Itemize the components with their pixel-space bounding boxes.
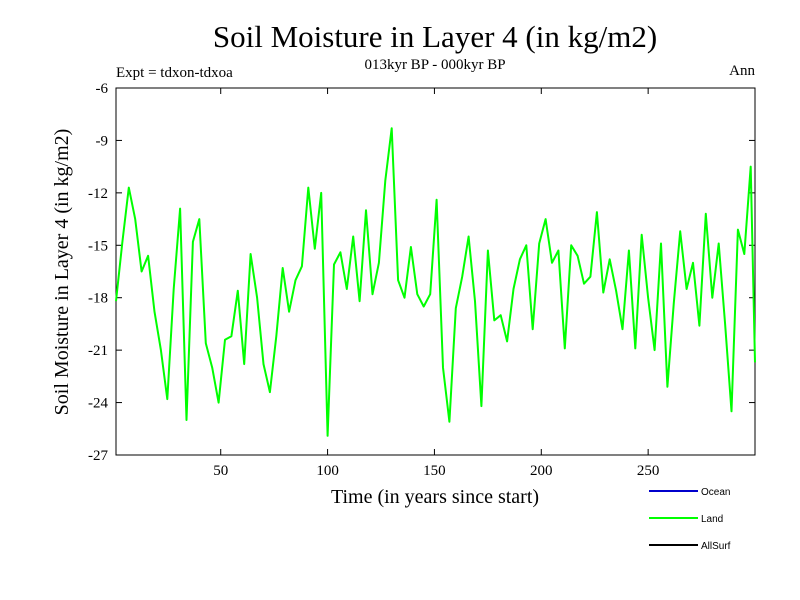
series-lines	[115, 127, 756, 437]
series-line-land	[115, 127, 756, 437]
legend: Ocean Land AllSurf	[649, 487, 731, 552]
y-tick-label: -9	[96, 133, 109, 149]
y-tick-label: -12	[88, 186, 108, 202]
legend-label-ocean: Ocean	[701, 487, 730, 498]
y-tick-label: -27	[88, 448, 108, 464]
y-tick-label: -6	[96, 81, 109, 97]
x-tick-label: 200	[530, 463, 553, 479]
x-tick-label: 100	[316, 463, 339, 479]
x-tick-label: 250	[637, 463, 660, 479]
y-tick-label: -18	[88, 291, 108, 307]
y-axis-label: Soil Moisture in Layer 4 (in kg/m2)	[51, 129, 73, 416]
plot-frame	[115, 87, 756, 456]
axis-ticks: -6 -9 -12 -15 -18 -21 -24 -27 50 100 150 200 250	[88, 81, 755, 479]
y-tick-label: -24	[88, 396, 108, 412]
y-tick-label: -15	[88, 238, 108, 254]
x-axis-label: Time (in years since start)	[331, 486, 539, 508]
legend-label-allsurf: AllSurf	[701, 541, 731, 552]
legend-label-land: Land	[701, 514, 723, 525]
chart-title: Soil Moisture in Layer 4 (in kg/m2)	[213, 19, 657, 54]
x-tick-label: 50	[213, 463, 228, 479]
y-tick-label: -21	[88, 343, 108, 359]
x-tick-label: 150	[423, 463, 446, 479]
experiment-label: Expt = tdxon-tdxoa	[116, 65, 233, 81]
chart-subtitle: 013kyr BP - 000kyr BP	[364, 57, 505, 73]
period-label: Ann	[729, 63, 755, 79]
